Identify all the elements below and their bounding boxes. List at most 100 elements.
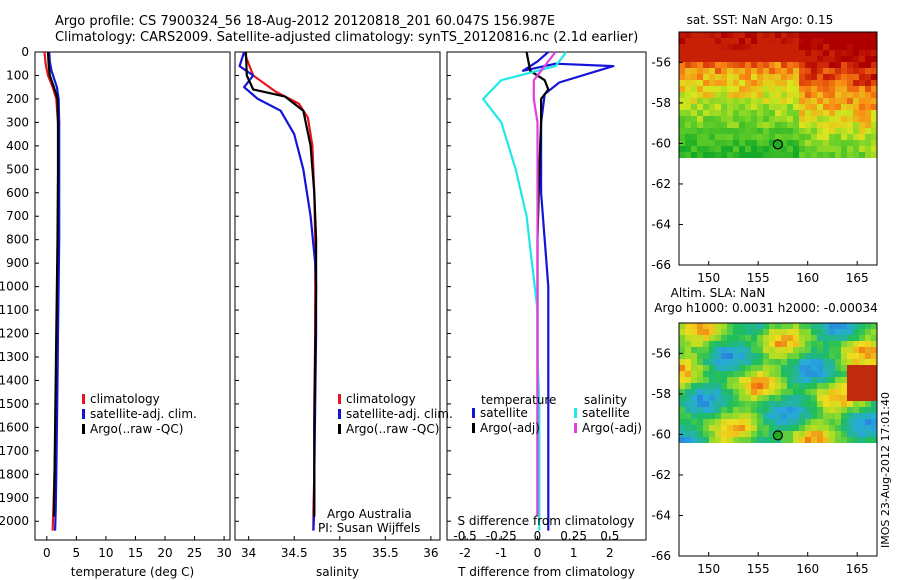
map-cell	[733, 335, 739, 341]
map-cell	[835, 389, 841, 395]
map-cell	[697, 419, 703, 425]
map-cell	[835, 407, 841, 413]
map-cell	[715, 341, 721, 347]
map-cell	[853, 68, 859, 74]
map-cell	[787, 419, 793, 425]
map-cell	[841, 425, 847, 431]
legend-label: climatology	[90, 392, 160, 406]
map-cell	[865, 62, 871, 68]
plot-title-line2: Climatology: CARS2009. Satellite-adjuste…	[55, 30, 639, 45]
map-cell	[715, 347, 721, 353]
map-cell	[799, 44, 805, 50]
map-cell	[697, 122, 703, 128]
map-cell	[835, 359, 841, 365]
x-tick-label: 20	[157, 546, 172, 560]
map-cell	[793, 389, 799, 395]
map-cell	[847, 371, 853, 377]
map-cell	[709, 134, 715, 140]
map-cell	[709, 395, 715, 401]
map-title: Altim. SLA: NaN	[671, 286, 766, 300]
map-cell	[805, 353, 811, 359]
map-cell	[751, 323, 757, 329]
map-cell	[769, 383, 775, 389]
map-cell	[769, 341, 775, 347]
map-cell	[721, 80, 727, 86]
map-cell	[733, 38, 739, 44]
map-cell	[775, 98, 781, 104]
map-cell	[739, 62, 745, 68]
map-cell	[739, 74, 745, 80]
map-cell	[793, 32, 799, 38]
map-cell	[829, 371, 835, 377]
map-cell	[757, 407, 763, 413]
map-cell	[769, 134, 775, 140]
map-y-tick-label: -62	[651, 177, 671, 191]
map-cell	[727, 62, 733, 68]
map-cell	[799, 377, 805, 383]
map-cell	[787, 92, 793, 98]
map-cell	[871, 116, 877, 122]
map-cell	[685, 377, 691, 383]
map-cell	[715, 104, 721, 110]
map-cell	[835, 74, 841, 80]
map-cell	[835, 401, 841, 407]
map-cell	[697, 92, 703, 98]
map-cell	[823, 44, 829, 50]
map-cell	[871, 152, 877, 158]
map-cell	[805, 407, 811, 413]
map-cell	[733, 146, 739, 152]
map-cell	[715, 134, 721, 140]
map-cell	[859, 104, 865, 110]
map-cell	[763, 359, 769, 365]
map-cell	[745, 371, 751, 377]
map-cell	[787, 395, 793, 401]
map-cell	[841, 371, 847, 377]
map-cell	[805, 365, 811, 371]
map-cell	[787, 80, 793, 86]
map-cell	[793, 359, 799, 365]
legend-swatch	[82, 409, 85, 419]
map-cell	[835, 335, 841, 341]
map-cell	[799, 353, 805, 359]
map-cell	[811, 413, 817, 419]
map-cell	[721, 62, 727, 68]
map-cell	[757, 359, 763, 365]
map-cell	[817, 413, 823, 419]
map-cell	[769, 32, 775, 38]
map-cell	[769, 122, 775, 128]
map-cell	[871, 425, 877, 431]
map-cell	[751, 383, 757, 389]
map-cell	[715, 323, 721, 329]
map-cell	[829, 140, 835, 146]
map-cell	[757, 365, 763, 371]
map-cell	[721, 116, 727, 122]
map-cell	[733, 62, 739, 68]
map-cell	[847, 50, 853, 56]
map-cell	[721, 68, 727, 74]
map-cell	[703, 353, 709, 359]
map-cell	[835, 371, 841, 377]
map-cell	[679, 104, 685, 110]
map-cell	[859, 92, 865, 98]
series-line-salinity-satellite	[482, 51, 568, 531]
map-x-tick-label: 160	[796, 562, 819, 576]
map-cell	[679, 128, 685, 134]
map-cell	[871, 365, 877, 371]
map-cell	[781, 365, 787, 371]
map-cell	[853, 395, 859, 401]
map-cell	[703, 419, 709, 425]
map-cell	[697, 335, 703, 341]
map-cell	[781, 44, 787, 50]
map-cell	[733, 152, 739, 158]
map-cell	[685, 38, 691, 44]
map-cell	[799, 92, 805, 98]
map-cell	[679, 122, 685, 128]
map-cell	[757, 50, 763, 56]
map-cell	[679, 92, 685, 98]
x-axis-label: salinity	[316, 565, 359, 579]
map-cell	[865, 353, 871, 359]
map-cell	[721, 383, 727, 389]
map-cell	[727, 389, 733, 395]
map-cell	[745, 104, 751, 110]
map-cell	[769, 365, 775, 371]
